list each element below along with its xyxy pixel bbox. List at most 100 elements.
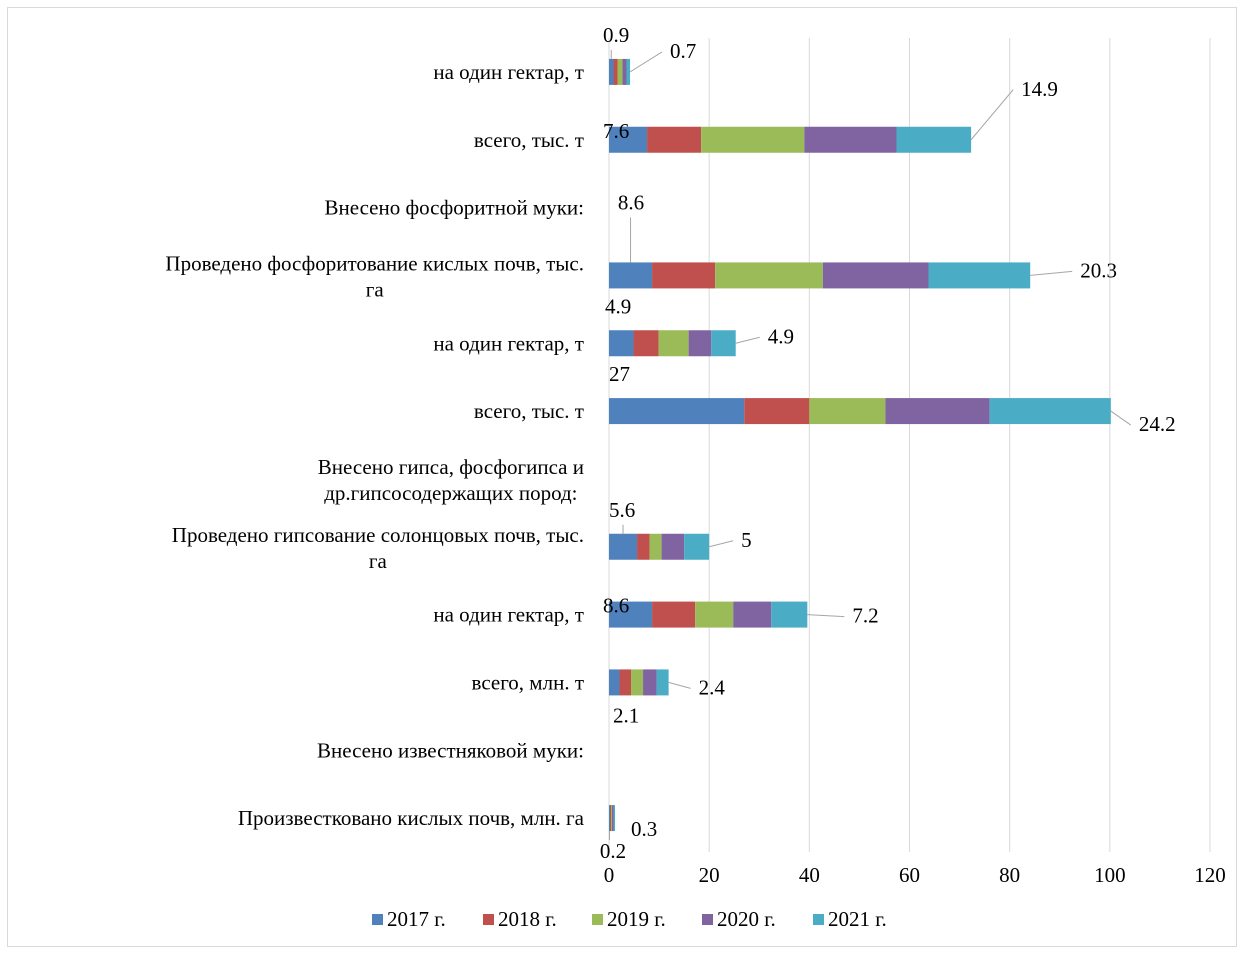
data-labels: 0.20.3 2.1 2.4 8.6 7.2 5.6 5 27 24.2 4.9 4.9 8.6 20.… [600, 23, 1176, 863]
legend-label: 2020 г. [717, 907, 776, 931]
data-label: 0.2 [600, 839, 626, 863]
x-tick-label: 100 [1094, 863, 1126, 887]
data-label: 8.6 [618, 190, 644, 214]
data-label: 2.4 [699, 675, 726, 699]
bar-segment [609, 398, 745, 425]
category-label: Внесено гипса, фосфогипса и др.гипсосодер… [318, 455, 584, 505]
category-label: Проведено гипсование солонцовых почв, ты… [172, 523, 584, 573]
x-tick-label: 40 [799, 863, 820, 887]
bars [609, 58, 1111, 832]
bar-segment [809, 398, 886, 425]
bar-segment [695, 601, 734, 628]
category-label: всего, тыс. т [474, 128, 584, 152]
bar-segment [744, 398, 810, 425]
bar-segment [649, 533, 662, 560]
bar-segment [609, 126, 648, 153]
legend-swatch [592, 914, 603, 925]
x-tick-label: 80 [999, 863, 1020, 887]
leader-line [735, 336, 760, 344]
legend-swatch [702, 914, 713, 925]
bar-segment [631, 669, 644, 696]
bar-segment [896, 126, 972, 153]
bar-segment [822, 262, 929, 289]
bar-segment [684, 533, 710, 560]
category-label: Внесено фосфоритной муки: [325, 196, 585, 220]
bar-segment [711, 330, 736, 357]
legend-swatch [483, 914, 494, 925]
bar-segment [609, 330, 634, 357]
bar-segment [652, 601, 696, 628]
data-label: 0.3 [631, 817, 657, 841]
bar-segment [715, 262, 823, 289]
data-label: 7.2 [852, 604, 878, 628]
bar-segment [609, 669, 620, 696]
legend-label: 2019 г. [607, 907, 666, 931]
legend-swatch [813, 914, 824, 925]
category-labels: Произвестковано кислых почв, млн. га Внес… [165, 60, 584, 830]
bar-segment [656, 669, 669, 696]
leader-line [709, 540, 734, 548]
data-label: 4.9 [768, 324, 794, 348]
data-label: 4.9 [605, 294, 631, 318]
data-label: 0.9 [603, 23, 629, 47]
category-label: всего, млн. т [472, 670, 584, 694]
legend: 2017 г. 2018 г. 2019 г. 2020 г. 2021 г. [372, 907, 887, 931]
category-label: на один гектар, т [433, 603, 584, 627]
bar-segment [647, 126, 702, 153]
bar-segment [622, 58, 627, 85]
bar-segment [804, 126, 897, 153]
data-label: 14.9 [1021, 77, 1058, 101]
data-label: 5 [741, 528, 752, 552]
gridlines [608, 38, 1211, 852]
bar-segment [609, 533, 638, 560]
data-label: 27 [609, 362, 630, 386]
bar-segment [633, 330, 659, 357]
bar-segment [885, 398, 990, 425]
category-label: всего, тыс. т [474, 399, 584, 423]
x-tick-label: 60 [899, 863, 920, 887]
bar-segment [617, 58, 623, 85]
leader-line [807, 614, 845, 618]
data-label: 2.1 [613, 703, 639, 727]
bar-segment [643, 669, 657, 696]
legend-label: 2017 г. [387, 907, 446, 931]
legend-swatch [372, 914, 383, 925]
category-label: на один гектар, т [433, 60, 584, 84]
leader-line [629, 51, 663, 73]
data-label: 5.6 [609, 498, 635, 522]
data-label: 8.6 [603, 594, 629, 618]
bar-segment [610, 805, 612, 832]
bar-segment [928, 262, 1031, 289]
bar-segment [613, 58, 618, 85]
bar-segment [661, 533, 685, 560]
bar-segment [989, 398, 1111, 425]
bar-segment [609, 805, 611, 832]
bar-segment [637, 533, 650, 560]
leader-line [1030, 270, 1073, 276]
bar-segment [619, 669, 632, 696]
x-tick-label: 0 [604, 863, 615, 887]
bar-segment [701, 126, 805, 153]
bar-segment [658, 330, 689, 357]
bar-segment [613, 805, 616, 832]
bar-segment [612, 805, 614, 832]
chart-frame [7, 7, 1237, 947]
category-label: Произвестковано кислых почв, млн. га [238, 806, 585, 830]
bar-segment [609, 601, 653, 628]
leader-line [1110, 410, 1132, 426]
bar-segment [733, 601, 772, 628]
legend-label: 2018 г. [498, 907, 557, 931]
category-label: на один гектар, т [433, 331, 584, 355]
bar-segment [771, 601, 808, 628]
leader-line [668, 681, 691, 689]
data-label: 20.3 [1080, 258, 1117, 282]
bar-segment [688, 330, 712, 357]
x-tick-label: 120 [1194, 863, 1226, 887]
data-label: 7.6 [603, 119, 629, 143]
data-label: 24.2 [1139, 412, 1176, 436]
data-label: 0.7 [670, 39, 696, 63]
x-tick-label: 20 [699, 863, 720, 887]
category-label: Проведено фосфоритование кислых почв, ты… [165, 251, 584, 301]
category-label: Внесено известняковой муки: [317, 738, 584, 762]
